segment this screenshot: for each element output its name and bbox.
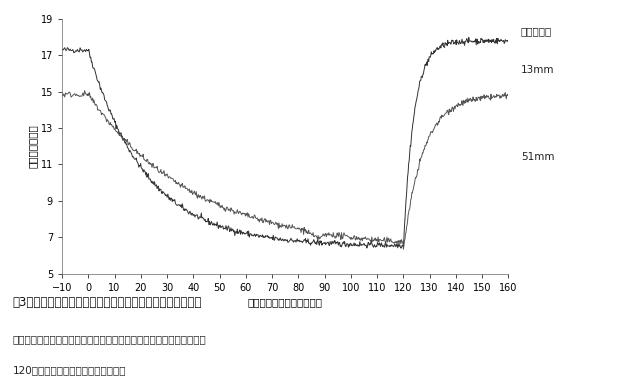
X-axis label: 水位上昇後経過時間（分）: 水位上昇後経過時間（分） [248, 297, 322, 307]
Text: 13mm: 13mm [521, 65, 554, 74]
Text: 51mm: 51mm [521, 152, 554, 162]
Text: 水位を０分に上昇させて湛水面上の二次通気組織と外界とを遷断し、: 水位を０分に上昇させて湛水面上の二次通気組織と外界とを遷断し、 [12, 334, 206, 344]
Text: 120分後に基準水位の高さに戻した。: 120分後に基準水位の高さに戻した。 [12, 365, 126, 375]
Text: 嘰3　水位の上昇が二次通気組織中の酸素濃度に及ぼす影響: 嘰3 水位の上昇が二次通気組織中の酸素濃度に及ぼす影響 [12, 296, 202, 309]
Y-axis label: 酸素濃度（％）: 酸素濃度（％） [28, 124, 38, 168]
Text: 基準水位下: 基準水位下 [521, 27, 552, 36]
